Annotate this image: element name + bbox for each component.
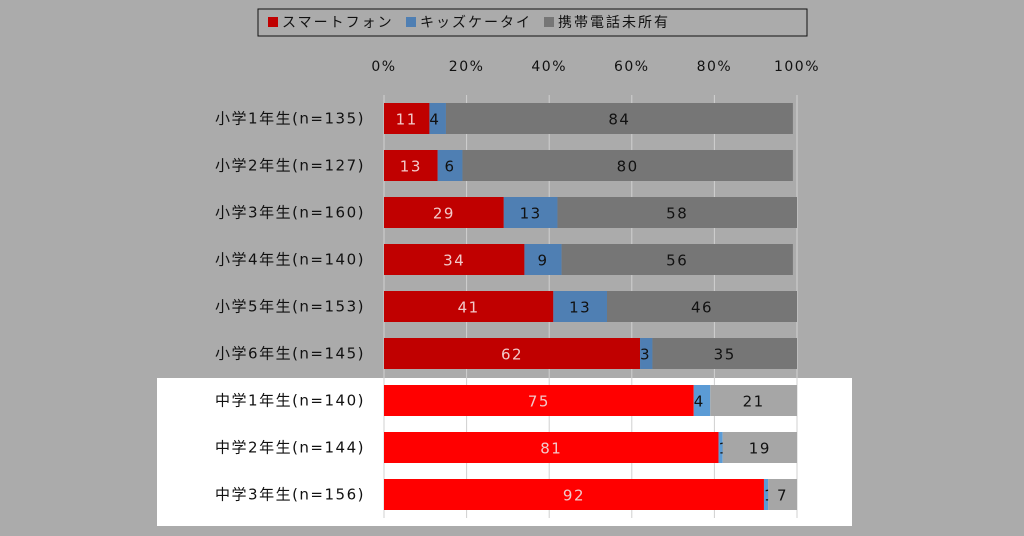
bar-segment (768, 479, 797, 510)
data-label: 29 (433, 205, 455, 223)
bar-segment (607, 291, 797, 322)
x-tick-label: 20% (449, 59, 485, 75)
x-tick-label: 40% (531, 59, 567, 75)
data-label: 92 (563, 487, 585, 505)
data-label: 58 (666, 205, 688, 223)
x-tick-label: 80% (697, 59, 733, 75)
legend-label: キッズケータイ (420, 15, 532, 31)
data-label: 4 (429, 111, 440, 129)
category-label: 小学5年生(n=153) (215, 298, 365, 316)
bar-segment (710, 385, 797, 416)
data-label: 13 (569, 299, 591, 317)
x-tick-label: 100% (774, 59, 820, 75)
data-label: 3 (640, 346, 651, 364)
data-label: 9 (537, 252, 548, 270)
legend-swatch (544, 17, 554, 27)
bar-segment (462, 150, 793, 181)
data-label: 19 (749, 440, 771, 458)
category-label: 小学1年生(n=135) (215, 110, 365, 128)
legend-swatch (268, 17, 278, 27)
category-label: 小学4年生(n=140) (215, 251, 365, 269)
bar-segment (503, 197, 558, 228)
data-label: 46 (691, 299, 713, 317)
bar-segment (640, 338, 653, 369)
data-label: 75 (528, 393, 550, 411)
bar-segment (524, 244, 562, 275)
category-label: 中学1年生(n=140) (215, 392, 365, 410)
bar-segment (384, 479, 764, 510)
data-label: 6 (445, 158, 456, 176)
x-tick-label: 0% (371, 59, 396, 75)
data-label: 7 (777, 487, 788, 505)
bar-segment (384, 432, 719, 463)
category-label: 中学2年生(n=144) (215, 439, 365, 457)
category-label: 中学3年生(n=156) (215, 486, 365, 504)
bar-segment (445, 103, 793, 134)
bar-segment (384, 150, 438, 181)
data-label: 13 (520, 205, 542, 223)
bar-segment (718, 432, 723, 463)
data-label: 34 (443, 252, 465, 270)
x-tick-label: 60% (614, 59, 650, 75)
bar-segment (561, 244, 793, 275)
category-labels: 小学1年生(n=135) 小学2年生(n=127) 小学3年生(n=160) 小学4年… (215, 110, 365, 504)
bars: 11 4 84 13 6 80 29 13 58 34 9 56 41 13 46 62 3 35 75 4 21 81 1… (384, 103, 797, 510)
legend-swatch (406, 17, 416, 27)
bar-segment (429, 103, 446, 134)
data-label: 4 (694, 393, 705, 411)
legend: スマートフォン キッズケータイ 携帯電話未所有 (257, 8, 808, 37)
data-label: 62 (501, 346, 523, 364)
legend-label: 携帯電話未所有 (558, 14, 670, 31)
x-axis-ticks: 0% 20% 40% 60% 80% 100% (371, 59, 820, 75)
data-label: 41 (458, 299, 480, 317)
bar-segment (437, 150, 463, 181)
bar-segment (553, 291, 608, 322)
data-label: 56 (666, 252, 688, 270)
data-label: 35 (714, 346, 736, 364)
bar-segment (557, 197, 797, 228)
category-label: 小学3年生(n=160) (215, 204, 365, 222)
bar-segment (384, 244, 525, 275)
bar-segment (722, 432, 797, 463)
bar-segment (652, 338, 797, 369)
category-label: 小学6年生(n=145) (215, 345, 365, 363)
data-label: 80 (617, 158, 639, 176)
bar-segment (384, 197, 504, 228)
data-label: 21 (743, 393, 765, 411)
category-label: 小学2年生(n=127) (215, 157, 365, 175)
data-label: 13 (400, 158, 422, 176)
data-label: 84 (608, 111, 630, 129)
data-label: 11 (396, 111, 418, 129)
legend-frame (257, 8, 808, 37)
bar-segment (763, 479, 769, 510)
bar-segment (384, 291, 554, 322)
legend-label: スマートフォン (282, 15, 394, 31)
bar-segment (384, 338, 641, 369)
bar-segment (384, 103, 430, 134)
bar-segment (384, 385, 694, 416)
data-label: 81 (540, 440, 562, 458)
bar-segment (693, 385, 711, 416)
